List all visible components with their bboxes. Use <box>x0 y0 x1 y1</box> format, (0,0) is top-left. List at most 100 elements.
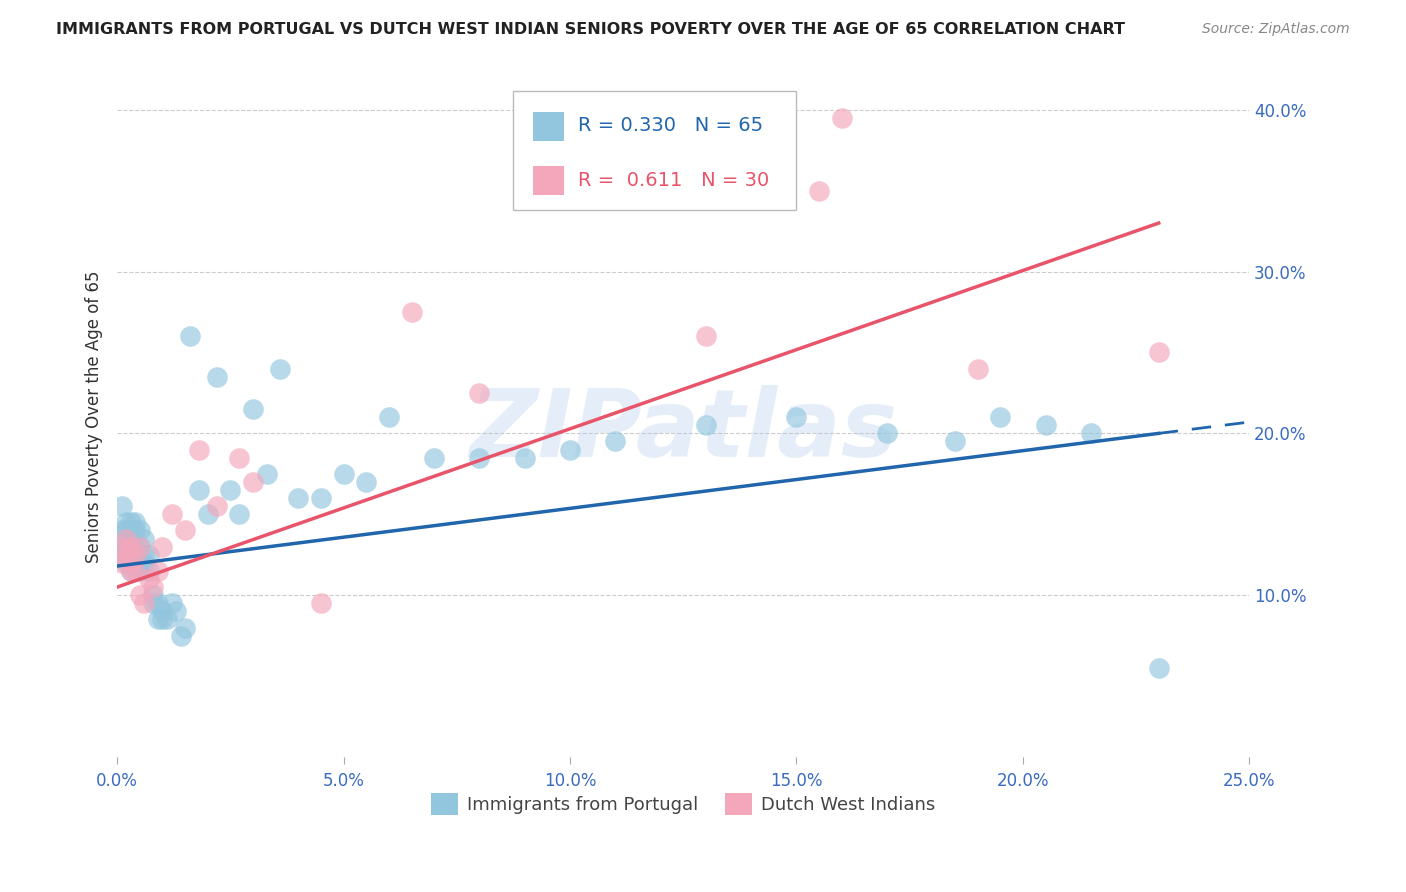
Point <box>128 556 150 570</box>
Point <box>309 491 332 505</box>
Point <box>169 629 191 643</box>
Point <box>401 305 423 319</box>
Point <box>120 516 142 530</box>
Point <box>228 450 250 465</box>
Point <box>120 548 142 562</box>
Point <box>128 588 150 602</box>
Point <box>128 540 150 554</box>
Y-axis label: Seniors Poverty Over the Age of 65: Seniors Poverty Over the Age of 65 <box>86 271 103 564</box>
Point <box>876 426 898 441</box>
Point <box>269 361 291 376</box>
Point <box>146 564 169 578</box>
Text: ZIPatlas: ZIPatlas <box>470 384 897 477</box>
Point <box>124 548 146 562</box>
Point <box>354 475 377 489</box>
Point <box>111 548 134 562</box>
Point <box>468 386 491 401</box>
Point <box>378 410 401 425</box>
Legend: Immigrants from Portugal, Dutch West Indians: Immigrants from Portugal, Dutch West Ind… <box>423 786 943 822</box>
Point <box>197 508 219 522</box>
Point <box>134 596 156 610</box>
Point <box>115 548 138 562</box>
Point <box>128 540 150 554</box>
Point <box>309 596 332 610</box>
Point <box>205 499 228 513</box>
Point <box>115 556 138 570</box>
Point <box>513 450 536 465</box>
Point <box>332 467 354 481</box>
Point <box>605 434 627 449</box>
Point <box>124 556 146 570</box>
Text: R = 0.330   N = 65: R = 0.330 N = 65 <box>578 116 763 136</box>
Point <box>152 540 174 554</box>
Point <box>124 524 146 538</box>
Point <box>142 596 165 610</box>
Point <box>1035 418 1057 433</box>
Point <box>558 442 581 457</box>
Point <box>124 516 146 530</box>
Point <box>156 612 179 626</box>
Point <box>831 111 853 125</box>
Point <box>468 450 491 465</box>
Point <box>160 508 183 522</box>
Point <box>152 604 174 618</box>
Text: Source: ZipAtlas.com: Source: ZipAtlas.com <box>1202 22 1350 37</box>
Point <box>146 596 169 610</box>
Point <box>138 548 160 562</box>
Text: IMMIGRANTS FROM PORTUGAL VS DUTCH WEST INDIAN SENIORS POVERTY OVER THE AGE OF 65: IMMIGRANTS FROM PORTUGAL VS DUTCH WEST I… <box>56 22 1125 37</box>
Point <box>115 516 138 530</box>
Point <box>124 564 146 578</box>
FancyBboxPatch shape <box>513 91 796 210</box>
Point <box>124 548 146 562</box>
Point <box>187 442 209 457</box>
Point <box>287 491 309 505</box>
Point <box>111 532 134 546</box>
Point <box>111 540 134 554</box>
Point <box>695 418 717 433</box>
Point <box>187 483 209 497</box>
Bar <box>533 167 564 195</box>
Point <box>111 524 134 538</box>
Point <box>138 564 160 578</box>
Point <box>120 564 142 578</box>
Point <box>808 184 831 198</box>
Point <box>966 361 988 376</box>
Point <box>205 369 228 384</box>
Point <box>111 556 134 570</box>
Point <box>115 540 138 554</box>
Point <box>943 434 966 449</box>
Point <box>179 329 201 343</box>
Point <box>120 540 142 554</box>
Point <box>120 532 142 546</box>
Text: R =  0.611   N = 30: R = 0.611 N = 30 <box>578 170 769 189</box>
Point <box>142 588 165 602</box>
Point <box>152 612 174 626</box>
Point <box>219 483 242 497</box>
Point <box>138 572 160 586</box>
Point <box>256 467 278 481</box>
Point <box>115 524 138 538</box>
Point <box>120 564 142 578</box>
Point <box>165 604 187 618</box>
Bar <box>533 112 564 141</box>
Point <box>134 532 156 546</box>
Point <box>124 540 146 554</box>
Point <box>111 499 134 513</box>
Point <box>1147 661 1170 675</box>
Point <box>134 556 156 570</box>
Point <box>128 524 150 538</box>
Point <box>988 410 1011 425</box>
Point <box>146 612 169 626</box>
Point <box>228 508 250 522</box>
Point <box>128 564 150 578</box>
Point <box>785 410 807 425</box>
Point <box>111 540 134 554</box>
Point <box>134 548 156 562</box>
Point <box>242 402 264 417</box>
Point <box>115 532 138 546</box>
Point <box>160 596 183 610</box>
Point <box>423 450 446 465</box>
Point <box>1147 345 1170 359</box>
Point <box>695 329 717 343</box>
Point <box>242 475 264 489</box>
